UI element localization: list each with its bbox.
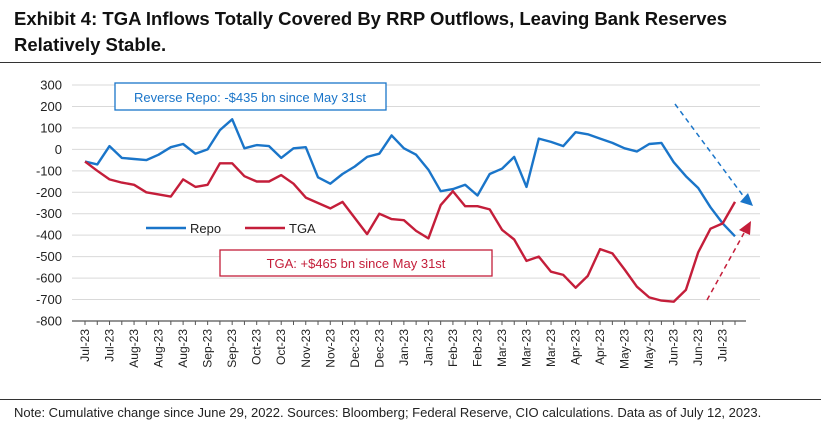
x-tick-label: Nov-23 (323, 329, 337, 368)
y-tick-label: -200 (36, 185, 62, 200)
x-tick-label: Mar-23 (495, 329, 509, 367)
repo-arrowhead-icon (740, 193, 753, 206)
x-tick-label: Oct-23 (274, 329, 288, 365)
repo-trend-arrow (674, 103, 745, 198)
chart-title: Exhibit 4: TGA Inflows Totally Covered B… (14, 8, 728, 55)
y-tick-label: 300 (40, 78, 62, 93)
tga-arrowhead-icon (739, 221, 751, 235)
y-tick-label: -300 (36, 206, 62, 221)
x-tick-label: Jul-23 (716, 329, 730, 362)
x-tick-label: Jun-23 (691, 329, 705, 366)
x-tick-label: Jul-23 (103, 329, 117, 362)
y-tick-label: -700 (36, 292, 62, 307)
x-tick-label: May-23 (618, 329, 632, 369)
x-tick-label: Sep-23 (225, 329, 239, 368)
x-tick-label: Feb-23 (470, 329, 484, 367)
x-tick-label: Feb-23 (446, 329, 460, 367)
x-tick-label: Nov-23 (299, 329, 313, 368)
legend-tga-label: TGA (289, 221, 316, 236)
y-tick-label: 100 (40, 120, 62, 135)
x-tick-label: Apr-23 (593, 329, 607, 365)
x-tick-label: Dec-23 (372, 329, 386, 368)
y-tick-label: -500 (36, 249, 62, 264)
x-tick-label: Apr-23 (569, 329, 583, 365)
y-tick-label: -400 (36, 228, 62, 243)
x-tick-label: Mar-23 (520, 329, 534, 367)
tga-annotation: TGA: +$465 bn since May 31st (267, 256, 446, 271)
repo-line (84, 118, 736, 238)
x-tick-label: Oct-23 (250, 329, 264, 365)
y-tick-label: -600 (36, 271, 62, 286)
tga-trend-arrow (706, 232, 745, 301)
y-tick-label: 200 (40, 99, 62, 114)
x-tick-label: Jan-23 (397, 329, 411, 366)
x-tick-label: Jan-23 (421, 329, 435, 366)
legend-repo-label: Repo (190, 221, 221, 236)
y-tick-label: 0 (55, 142, 62, 157)
bottom-divider (0, 399, 821, 400)
y-tick-label: -100 (36, 163, 62, 178)
source-note: Note: Cumulative change since June 29, 2… (14, 405, 762, 420)
x-tick-label: Aug-23 (152, 329, 166, 368)
x-tick-label: Jul-23 (78, 329, 92, 362)
tga-annotation-box (219, 249, 493, 277)
repo-annotation-box (114, 82, 387, 111)
tga-line (84, 160, 737, 303)
repo-annotation: Reverse Repo: -$435 bn since May 31st (134, 90, 366, 105)
y-tick-label: -800 (36, 314, 62, 329)
chart: 300 200 100 0 -100 -200 -300 -400 -500 -600 -700 -8… (36, 78, 760, 369)
x-tick-label: Dec-23 (348, 329, 362, 368)
x-tick-label: Aug-23 (127, 329, 141, 368)
top-divider (0, 62, 821, 63)
x-tick-label: May-23 (642, 329, 656, 369)
x-tick-label: Mar-23 (544, 329, 558, 367)
x-tick-label: Jun-23 (667, 329, 681, 366)
x-tick-label: Aug-23 (176, 329, 190, 368)
x-tick-label: Sep-23 (201, 329, 215, 368)
